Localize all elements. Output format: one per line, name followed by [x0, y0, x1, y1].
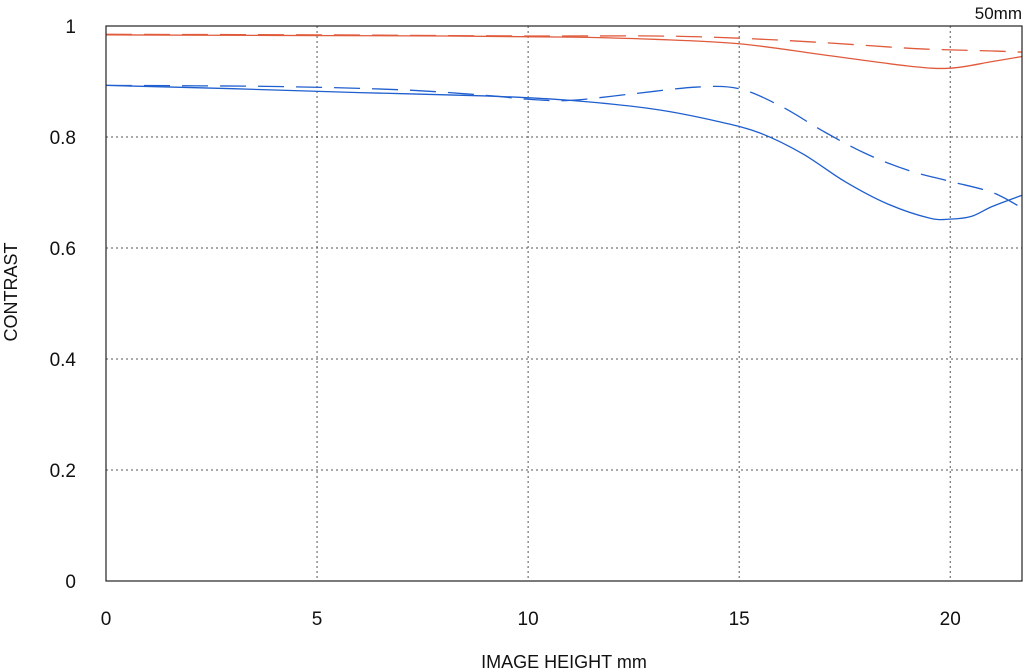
- x-tick-labels: 0 5 10 15 20: [101, 609, 961, 630]
- x-tick-label: 0: [101, 609, 112, 630]
- plot-frame: [105, 25, 1023, 582]
- chart-title: 50mm: [975, 4, 1022, 23]
- y-tick-labels: 0 0.2 0.4 0.6 0.8 1: [50, 17, 77, 593]
- x-tick-label: 20: [940, 609, 961, 630]
- y-axis-title: CONTRAST: [1, 242, 21, 341]
- series-lines: [105, 33, 1023, 221]
- x-tick-label: 15: [729, 609, 750, 630]
- series-line-solid-2: [105, 84, 1023, 221]
- x-tick-label: 10: [518, 609, 539, 630]
- x-tick-label: 5: [312, 609, 323, 630]
- series-line-dashed-3: [105, 84, 1023, 209]
- y-tick-label: 0.8: [50, 128, 76, 149]
- grid-lines: [106, 26, 1022, 581]
- y-tick-label: 0: [65, 572, 76, 593]
- y-tick-label: 0.4: [50, 350, 77, 371]
- y-tick-label: 0.2: [50, 461, 76, 482]
- y-tick-label: 0.6: [50, 239, 76, 260]
- x-axis-title: IMAGE HEIGHT mm: [481, 652, 647, 672]
- series-line-solid-0: [105, 34, 1023, 70]
- y-tick-label: 1: [65, 17, 76, 38]
- series-line-dashed-1: [105, 33, 1023, 53]
